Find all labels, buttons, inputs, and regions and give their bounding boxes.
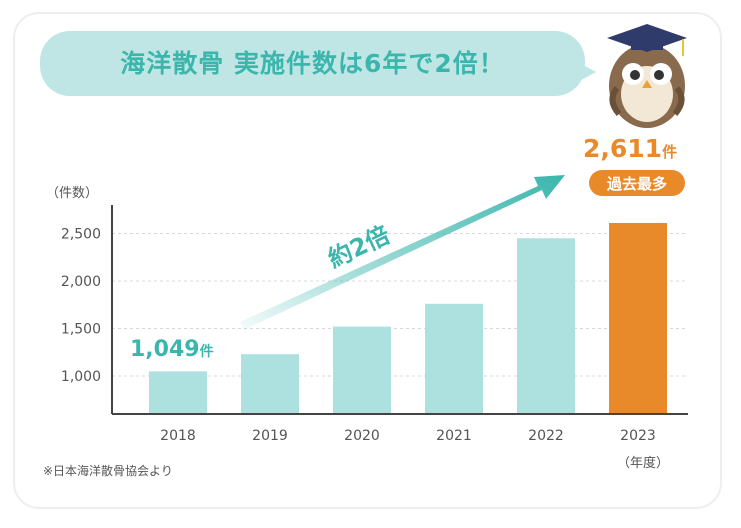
x-tick-label: 2023 [620,428,656,444]
owl-graduate-icon [607,24,687,128]
end-value-number: 2,611 [583,134,662,163]
x-tick-label: 2020 [344,428,380,444]
x-tick-label: 2022 [528,428,564,444]
source-note: ※日本海洋散骨協会より [43,464,173,478]
start-value-number: 1,049 [130,337,200,362]
y-tick-label: 1,500 [61,322,101,338]
headline: 海洋散骨 実施件数は6年で2倍！ [120,49,505,78]
end-value-unit: 件 [662,143,677,161]
x-tick-label: 2018 [160,428,196,444]
x-tick-label: 2019 [252,428,288,444]
end-value-label: 2,611件 [583,134,677,163]
y-axis-unit-label: （件数） [46,186,98,201]
speech-bubble [40,31,585,96]
speech-bubble-tail [570,58,596,86]
x-tick-label: 2021 [436,428,472,444]
bar-2023 [609,222,667,414]
start-value-label: 1,049件 [130,337,214,362]
bar-2021 [425,303,483,414]
bar-2019 [241,354,299,414]
y-tick-label: 2,000 [61,274,101,290]
x-axis-unit-label: （年度） [617,455,669,471]
bar-2022 [517,238,575,414]
y-tick-label: 2,500 [61,227,101,243]
record-badge [589,170,685,196]
bar-2020 [333,326,391,414]
growth-label: 約2倍 [324,221,394,274]
bar-2018 [149,371,207,414]
arrow-up-right-icon [240,175,565,330]
start-value-unit: 件 [200,343,214,360]
growth-arrow [240,175,565,330]
record-badge-label: 過去最多 [606,175,667,193]
y-tick-label: 1,000 [61,369,101,385]
